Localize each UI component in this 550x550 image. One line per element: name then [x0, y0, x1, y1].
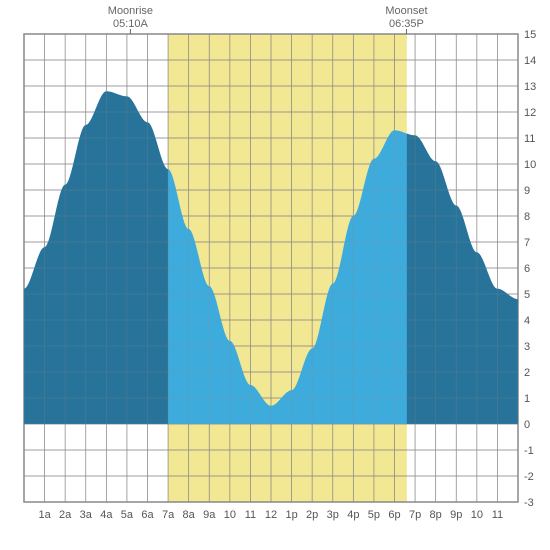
x-tick-label: 8a: [183, 509, 196, 521]
y-tick-label: 2: [524, 367, 530, 379]
x-tick-label: 3p: [327, 509, 339, 521]
tide-chart: -3-2-101234567891011121314151a2a3a4a5a6a…: [0, 0, 550, 550]
y-tick-label: 1: [524, 393, 530, 405]
x-tick-label: 4a: [100, 509, 113, 521]
x-tick-label: 6a: [141, 509, 154, 521]
moonrise-time: 05:10A: [113, 18, 149, 30]
x-tick-label: 4p: [347, 509, 359, 521]
x-tick-label: 6p: [388, 509, 400, 521]
moonset-time: 06:35P: [389, 18, 424, 30]
moonset-label: Moonset: [385, 5, 427, 17]
y-tick-label: 4: [524, 315, 530, 327]
y-tick-label: 0: [524, 419, 530, 431]
y-tick-label: -1: [524, 445, 534, 457]
x-tick-label: 5p: [368, 509, 380, 521]
y-tick-label: 3: [524, 341, 530, 353]
x-tick-label: 9a: [203, 509, 216, 521]
x-tick-label: 1p: [285, 509, 297, 521]
x-tick-label: 11: [492, 509, 503, 521]
y-tick-label: 13: [524, 81, 536, 93]
y-tick-label: -3: [524, 497, 534, 509]
y-tick-label: 8: [524, 211, 530, 223]
y-tick-label: 11: [524, 133, 535, 145]
chart-svg: -3-2-101234567891011121314151a2a3a4a5a6a…: [0, 0, 550, 550]
y-tick-label: -2: [524, 471, 534, 483]
y-tick-label: 7: [524, 237, 530, 249]
y-tick-label: 5: [524, 289, 530, 301]
moonrise-label: Moonrise: [108, 5, 153, 17]
x-tick-label: 2a: [59, 509, 72, 521]
x-tick-label: 12: [265, 509, 277, 521]
x-tick-label: 8p: [430, 509, 442, 521]
x-tick-label: 10: [471, 509, 483, 521]
x-tick-label: 5a: [121, 509, 134, 521]
x-tick-label: 3a: [80, 509, 93, 521]
y-tick-label: 10: [524, 159, 536, 171]
x-tick-label: 7a: [162, 509, 175, 521]
x-tick-label: 7p: [409, 509, 421, 521]
y-tick-label: 9: [524, 185, 530, 197]
x-tick-label: 10: [224, 509, 236, 521]
y-tick-label: 15: [524, 29, 536, 41]
y-tick-label: 12: [524, 107, 536, 119]
x-tick-label: 2p: [306, 509, 318, 521]
x-tick-label: 9p: [450, 509, 462, 521]
y-tick-label: 14: [524, 55, 536, 67]
x-tick-label: 1a: [38, 509, 51, 521]
y-tick-label: 6: [524, 263, 530, 275]
x-tick-label: 11: [245, 509, 256, 521]
